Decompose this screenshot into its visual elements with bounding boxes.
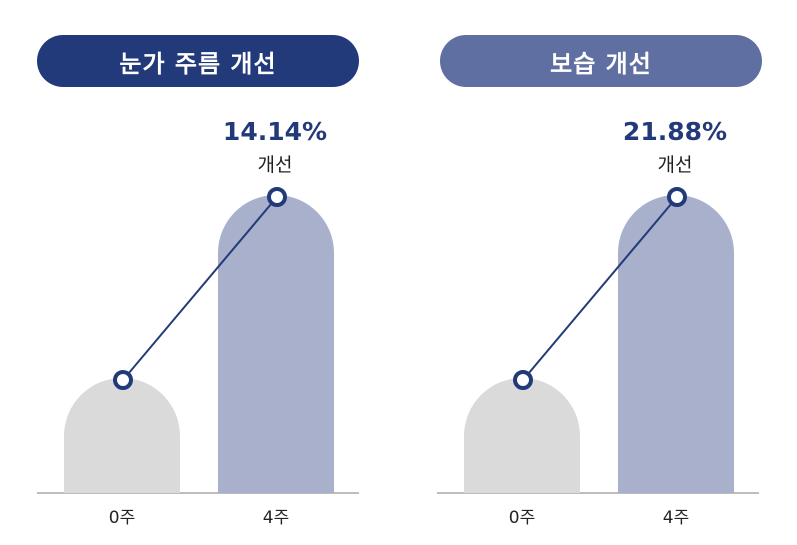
bar-4-week — [618, 195, 734, 493]
bar-0-week — [464, 378, 580, 493]
marker-4-week — [667, 187, 687, 207]
improvement-label: 개선 — [258, 154, 293, 176]
chart-panel-moisture: 보습 개선 21.88% 개선 0주 4주 — [400, 0, 762, 545]
improvement-label: 개선 — [658, 154, 693, 176]
value-label: 14.14% — [223, 117, 327, 146]
tick-label-0-week: 0주 — [109, 508, 135, 528]
chart-moisture: 21.88% 개선 0주 4주 — [437, 117, 759, 528]
marker-4-week — [267, 187, 287, 207]
chart-wrinkle: 14.14% 개선 0주 4주 — [37, 117, 359, 528]
tick-label-4-week: 4주 — [663, 508, 689, 528]
bar-4-week — [218, 195, 334, 493]
trend-line — [522, 196, 678, 381]
trend-line — [122, 196, 278, 381]
value-label: 21.88% — [623, 117, 727, 146]
tick-label-4-week: 4주 — [263, 508, 289, 528]
marker-0-week — [513, 370, 533, 390]
chart-panel-wrinkle: 눈가 주름 개선 14.14% 개선 0주 4주 — [0, 0, 360, 545]
bar-0-week — [64, 378, 180, 493]
marker-0-week — [113, 370, 133, 390]
chart-title-wrinkle: 눈가 주름 개선 — [37, 35, 359, 87]
chart-title-moisture: 보습 개선 — [440, 35, 762, 87]
tick-label-0-week: 0주 — [509, 508, 535, 528]
